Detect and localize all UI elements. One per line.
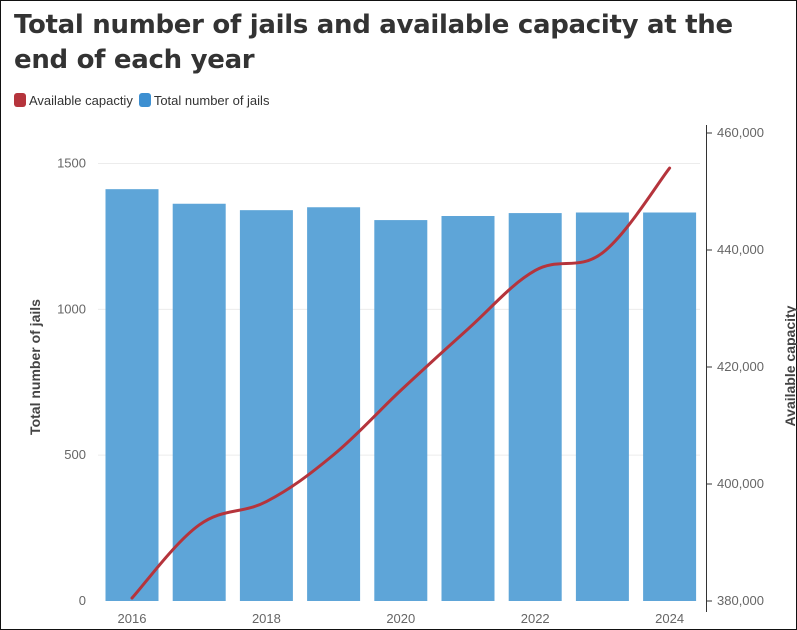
right-tick-label: 400,000 [717, 476, 764, 491]
bar [508, 213, 562, 602]
x-tick-label: 2024 [655, 611, 684, 626]
left-tick-label: 1000 [57, 301, 86, 316]
x-tick-label: 2022 [521, 611, 550, 626]
right-tick-label: 420,000 [717, 359, 764, 374]
bar [374, 220, 428, 602]
x-tick-label: 2020 [386, 611, 415, 626]
right-tick-label: 460,000 [717, 125, 764, 140]
chart-legend: Available capactiy Total number of jails [14, 91, 275, 109]
x-tick-label: 2016 [118, 611, 147, 626]
right-tick-label: 380,000 [717, 593, 764, 608]
bar [105, 189, 159, 601]
left-tick-label: 0 [79, 593, 86, 608]
chart-title: Total number of jails and available capa… [14, 10, 733, 75]
legend-swatch-jails [138, 93, 151, 107]
bar [172, 203, 226, 601]
legend-item-jails[interactable]: Total number of jails [138, 92, 270, 108]
legend-label-jails: Total number of jails [153, 92, 270, 108]
legend-item-capacity[interactable]: Available capactiy [14, 93, 133, 108]
x-tick-label: 2018 [252, 611, 281, 626]
bar [307, 207, 361, 601]
bar [643, 212, 697, 601]
right-tick-label: 440,000 [717, 242, 764, 257]
left-tick-label: 500 [64, 447, 86, 462]
capacity-line [130, 166, 672, 600]
bar [575, 212, 629, 601]
legend-label-capacity: Available capactiy [29, 92, 133, 108]
right-axis-title: Available capacity [782, 305, 797, 426]
left-tick-label: 1500 [57, 156, 86, 171]
bar [441, 216, 495, 601]
left-axis-title: Total number of jails [27, 299, 43, 435]
bar [239, 210, 293, 601]
legend-swatch-capacity [14, 93, 26, 107]
